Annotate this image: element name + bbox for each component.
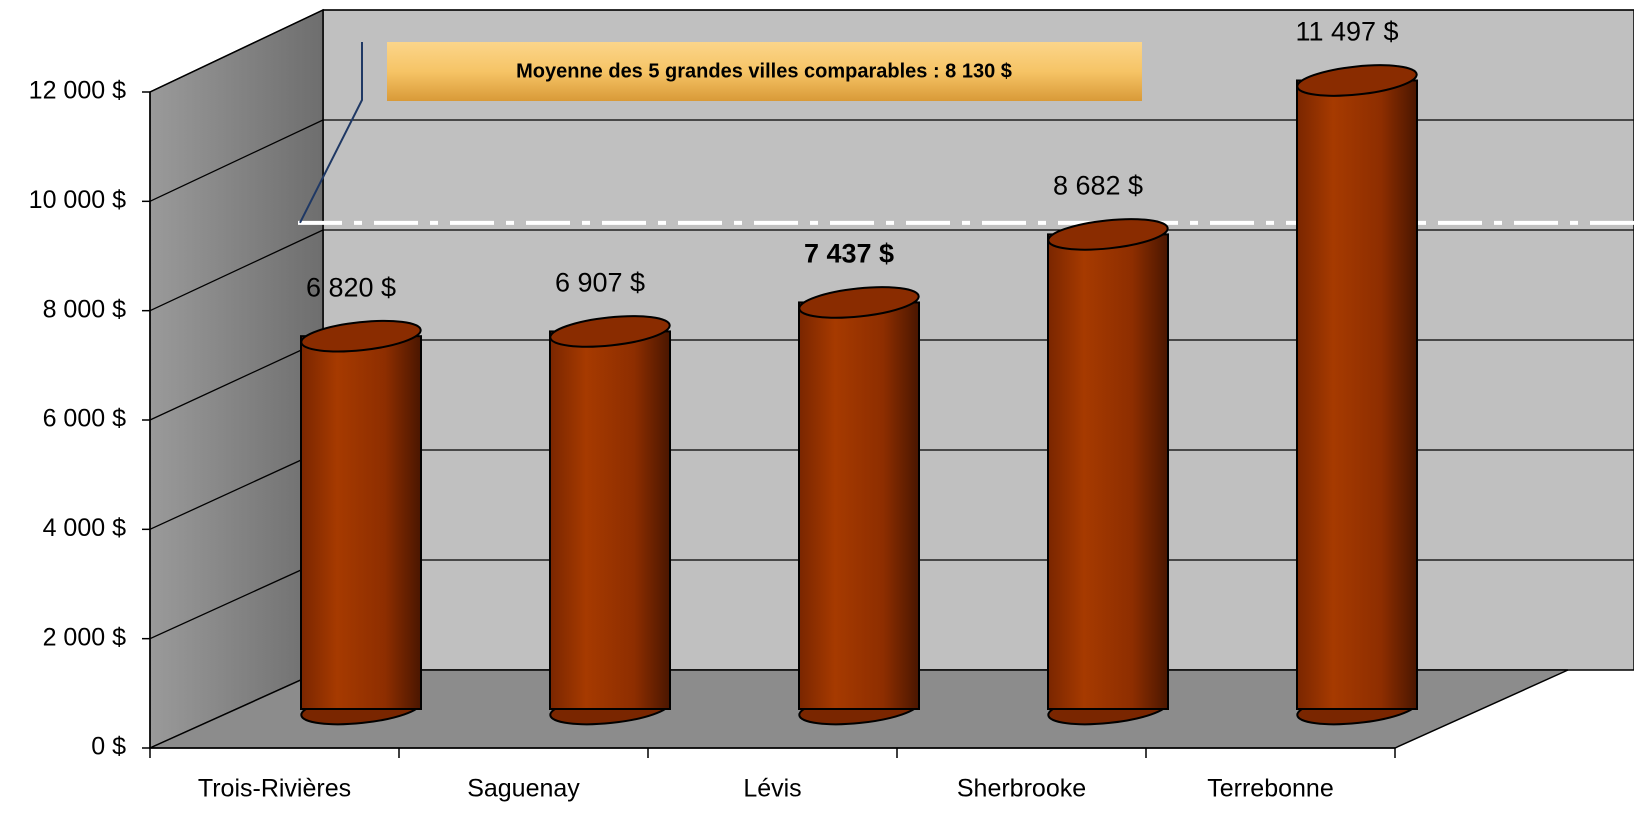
x-tick-label: Terrebonne bbox=[1207, 775, 1333, 803]
bar bbox=[300, 335, 422, 710]
y-tick-label: 4 000 $ bbox=[43, 514, 127, 542]
value-label: 11 497 $ bbox=[1295, 17, 1398, 47]
callout-line bbox=[299, 42, 363, 224]
y-tick-label: 10 000 $ bbox=[29, 186, 126, 214]
bar-top bbox=[1296, 64, 1418, 97]
grid-line bbox=[149, 9, 324, 93]
x-tick-label: Trois-Rivières bbox=[198, 775, 351, 803]
value-label: 7 437 $ bbox=[804, 239, 894, 269]
x-tick-label: Lévis bbox=[743, 775, 801, 803]
y-tick-label: 2 000 $ bbox=[43, 623, 127, 651]
bar bbox=[1296, 79, 1418, 711]
bar-top bbox=[1047, 218, 1169, 251]
x-tick-label: Sherbrooke bbox=[957, 775, 1086, 803]
y-tick-label: 6 000 $ bbox=[43, 405, 127, 433]
bar-top bbox=[549, 315, 671, 348]
y-tick-label: 0 $ bbox=[91, 733, 126, 761]
grid-line bbox=[149, 229, 324, 312]
grid-line bbox=[149, 559, 324, 640]
value-label: 6 907 $ bbox=[555, 268, 645, 298]
bar bbox=[549, 330, 671, 710]
bar-top bbox=[300, 319, 422, 353]
x-tick-label: Saguenay bbox=[467, 775, 580, 803]
bar bbox=[1047, 233, 1169, 710]
bar-top bbox=[798, 286, 920, 319]
y-tick-label: 12 000 $ bbox=[29, 77, 126, 105]
side-wall bbox=[149, 8, 324, 750]
grid-line bbox=[149, 449, 324, 530]
grid-line bbox=[149, 339, 324, 421]
average-label: Moyenne des 5 grandes villes comparables… bbox=[516, 60, 1012, 82]
value-label: 8 682 $ bbox=[1053, 171, 1143, 201]
value-label: 6 820 $ bbox=[306, 272, 396, 302]
y-tick-label: 8 000 $ bbox=[43, 295, 127, 323]
bar bbox=[798, 301, 920, 710]
average-box bbox=[387, 42, 1142, 101]
grid-line bbox=[149, 119, 324, 202]
